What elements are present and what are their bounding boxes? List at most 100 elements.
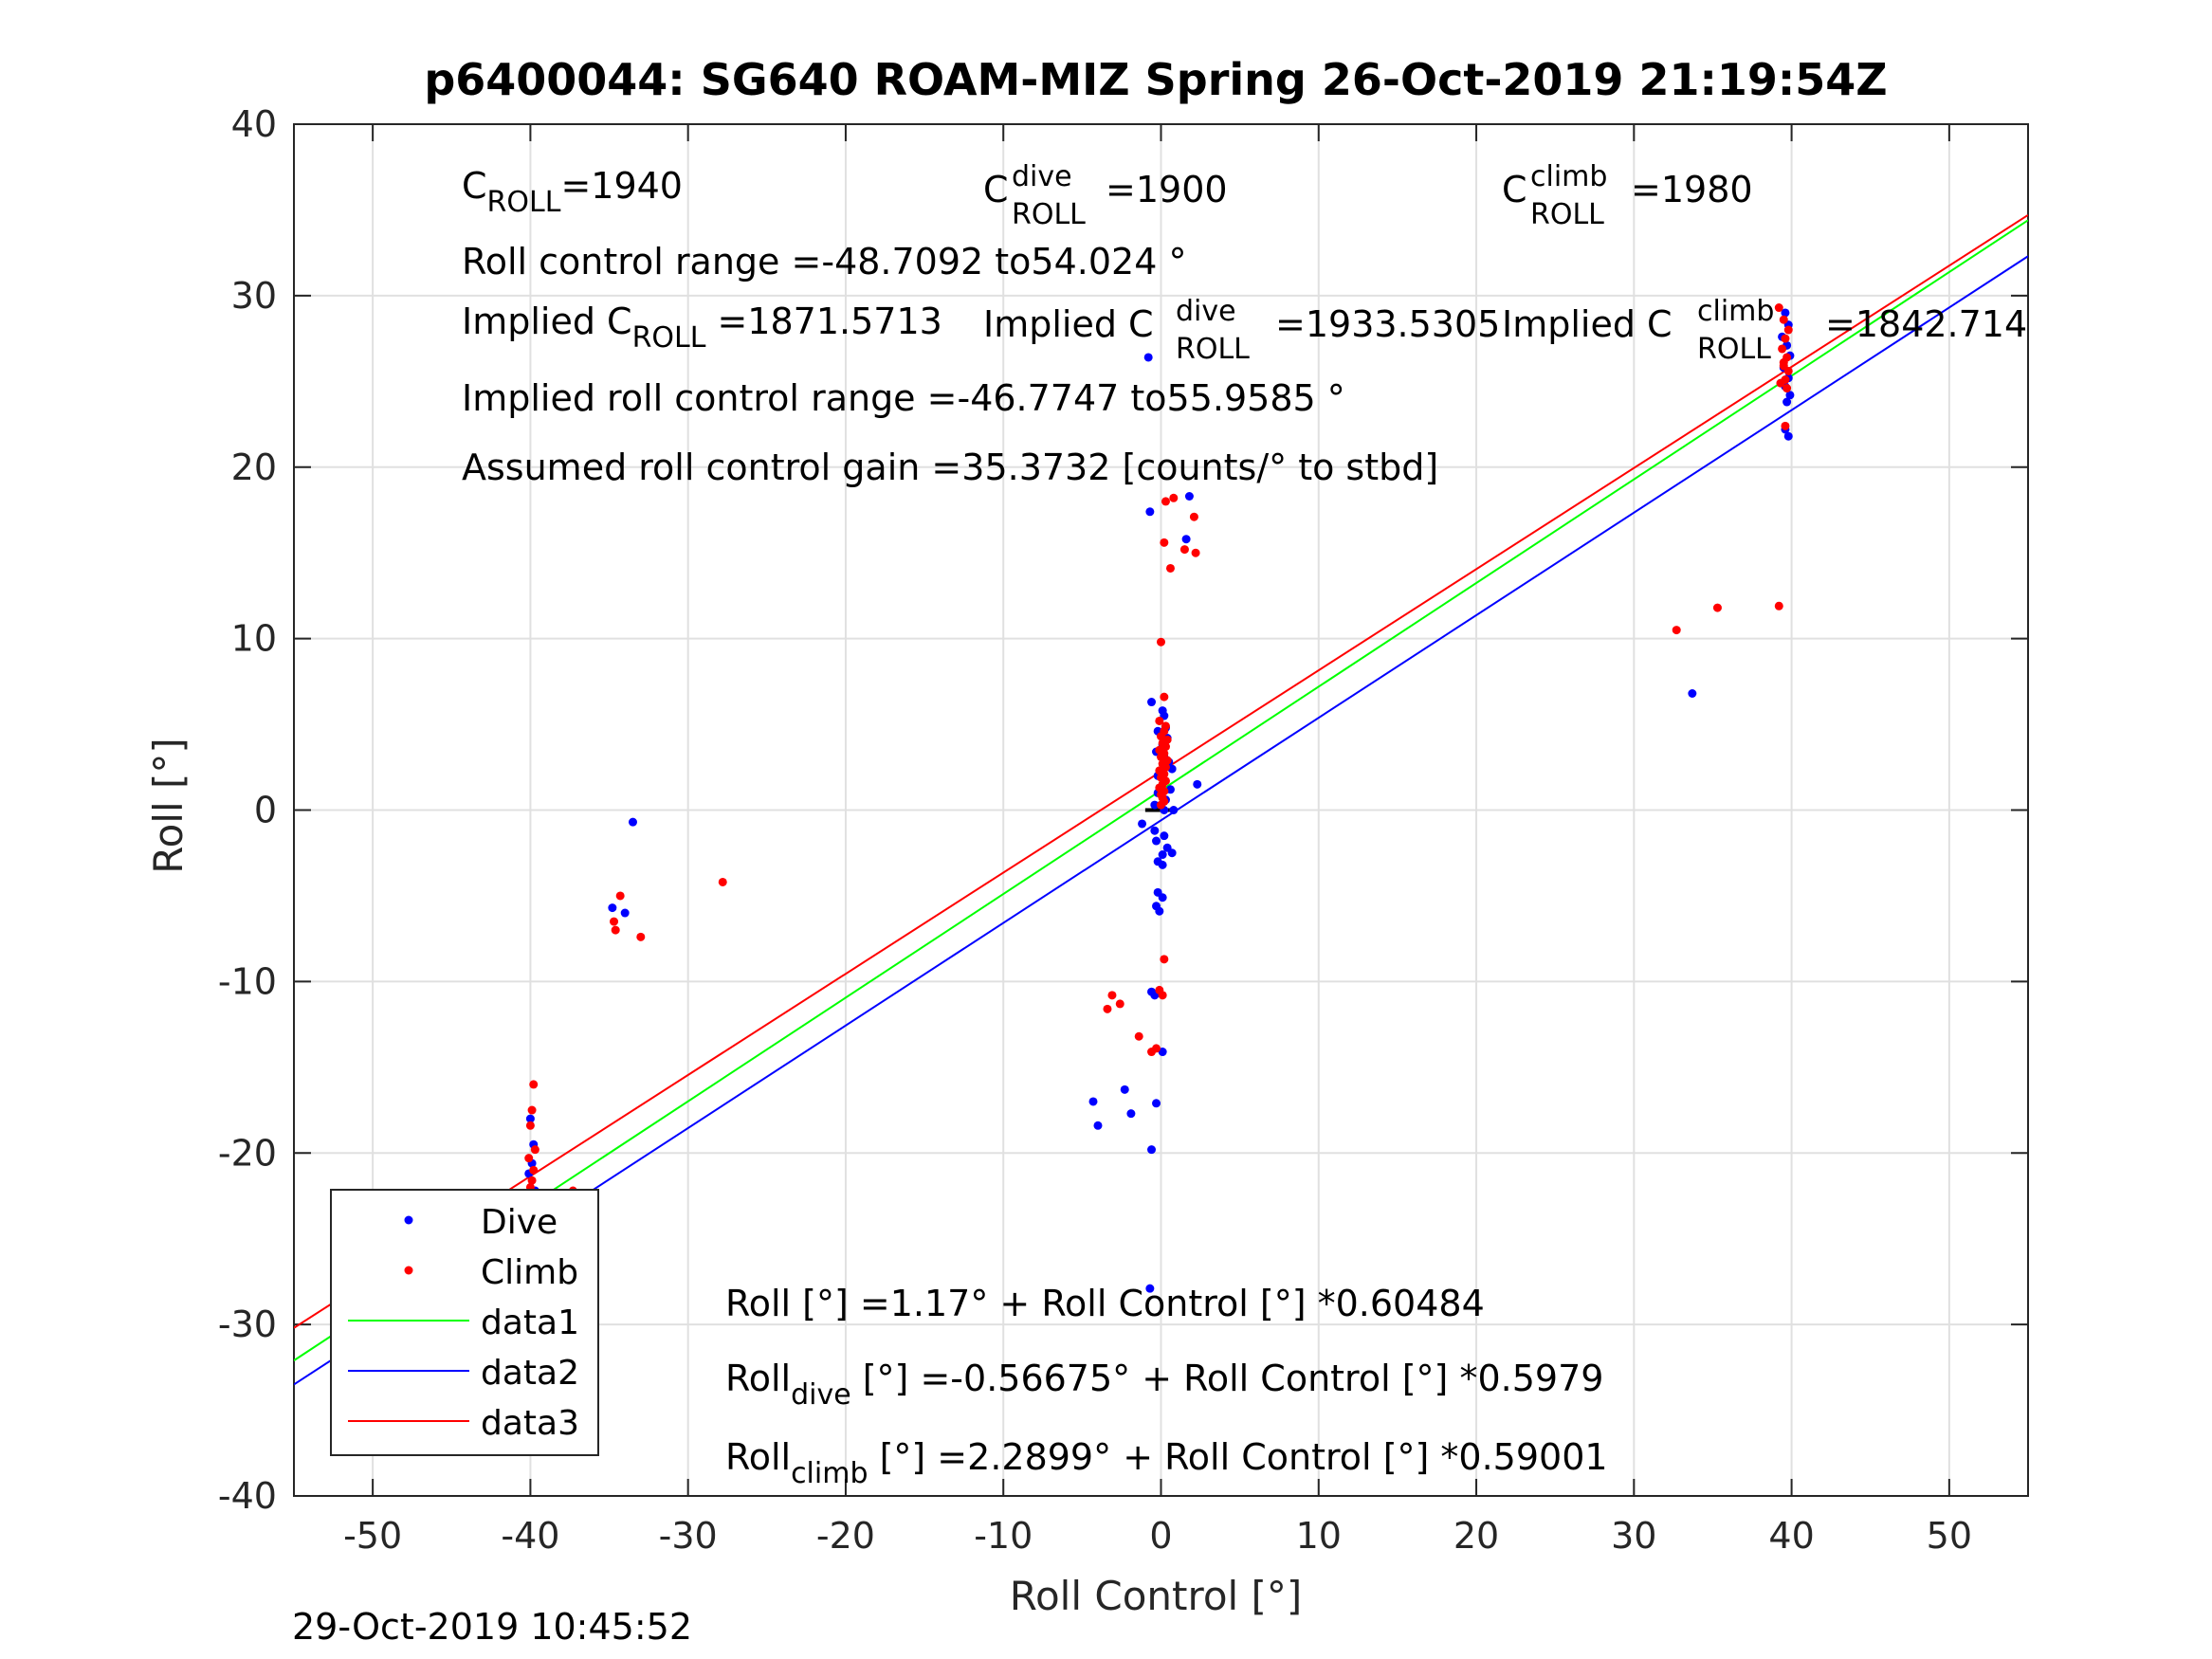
dive-point: [1781, 308, 1790, 318]
climb-point: [525, 1121, 535, 1130]
x-tick-label: -10: [974, 1515, 1033, 1557]
x-tick-label: -50: [343, 1515, 402, 1557]
climb-point: [636, 932, 646, 941]
y-tick-label: -20: [218, 1132, 277, 1174]
climb-point: [1783, 366, 1793, 375]
dive-point: [1158, 850, 1167, 860]
dive-point: [1152, 836, 1161, 846]
x-tick-label: 30: [1611, 1515, 1656, 1557]
dive-point: [1150, 826, 1160, 835]
dive-point: [525, 1114, 535, 1123]
dive-point: [628, 817, 637, 827]
implied-c-roll-dive-sub: ROLL: [1176, 333, 1250, 366]
climb-point: [527, 1176, 537, 1185]
legend-marker-dive: [404, 1215, 413, 1225]
fit-dive-equation: Rolldive [°] =-0.56675° + Roll Control […: [725, 1358, 1603, 1412]
fit-climb-equation: Rollclimb [°] =2.2899° + Roll Control [°…: [725, 1436, 1608, 1490]
climb-point: [1161, 497, 1170, 506]
climb-point: [1179, 545, 1189, 555]
legend-label-data2: data2: [481, 1354, 579, 1393]
dive-point: [1169, 806, 1179, 814]
implied-c-roll-climb: Implied C: [1502, 303, 1673, 345]
climb-point: [1158, 991, 1167, 1000]
climb-point: [610, 917, 619, 926]
legend-label-data1: data1: [481, 1304, 579, 1342]
c-roll-dive-value: =1900: [1106, 169, 1228, 210]
dive-point: [1167, 848, 1177, 858]
dive-point: [1126, 1109, 1136, 1119]
dive-point: [1145, 1284, 1155, 1293]
climb-point: [1169, 493, 1179, 502]
implied-c-roll-dive-sup: dive: [1176, 295, 1236, 328]
climb-point: [1103, 1004, 1112, 1013]
climb-point: [1115, 999, 1124, 1009]
climb-point: [1781, 334, 1790, 343]
x-tick-label: -40: [501, 1515, 559, 1557]
c-roll-dive-sup: dive: [1012, 160, 1072, 193]
c-roll-climb-sub: ROLL: [1530, 198, 1604, 231]
dive-point: [1160, 831, 1169, 841]
dive-point: [1150, 800, 1160, 810]
climb-point: [1155, 716, 1164, 725]
x-tick-label: 40: [1768, 1515, 1814, 1557]
climb-point: [527, 1105, 537, 1115]
dive-point: [1155, 906, 1164, 916]
climb-point: [1165, 563, 1175, 573]
dive-point: [1093, 1121, 1103, 1130]
x-tick-label: -20: [816, 1515, 875, 1557]
climb-point: [1161, 762, 1170, 772]
c-roll-climb-value: =1980: [1631, 169, 1753, 210]
dive-point: [1158, 893, 1167, 902]
dive-point: [1147, 1145, 1157, 1155]
climb-point: [1782, 384, 1792, 393]
y-tick-label: 40: [231, 103, 277, 145]
climb-point: [1778, 344, 1787, 354]
climb-point: [1152, 1044, 1161, 1053]
dive-point: [1145, 507, 1155, 517]
y-tick-label: -40: [218, 1475, 277, 1517]
footer-timestamp: 29-Oct-2019 10:45:52: [292, 1606, 692, 1648]
x-tick-label: 50: [1927, 1515, 1972, 1557]
x-axis-label: Roll Control [°]: [1010, 1573, 1303, 1619]
dive-point: [1688, 689, 1697, 699]
climb-point: [1157, 800, 1165, 810]
climb-point: [1191, 548, 1200, 557]
legend-marker-climb: [404, 1266, 413, 1275]
implied-roll-control-range: Implied roll control range =-46.7747 to5…: [462, 377, 1345, 419]
climb-point: [1107, 991, 1117, 1000]
climb-point: [1776, 378, 1785, 388]
legend: Dive Climb data1 data2 data3: [330, 1189, 599, 1456]
climb-point: [1774, 303, 1783, 313]
dive-point: [1120, 1085, 1129, 1094]
assumed-roll-control-gain: Assumed roll control gain =35.3732 [coun…: [462, 447, 1438, 488]
climb-point: [611, 925, 620, 935]
dive-point: [1138, 819, 1147, 829]
climb-point: [1774, 601, 1783, 611]
climb-point: [530, 1145, 539, 1155]
dive-point: [620, 908, 630, 918]
dive-point: [1782, 397, 1792, 407]
climb-point: [1783, 325, 1793, 335]
dive-point: [1783, 431, 1793, 441]
dive-point: [1193, 779, 1202, 789]
y-tick-label: 30: [231, 275, 277, 317]
y-tick-label: -10: [218, 960, 277, 1002]
y-tick-label: 0: [254, 790, 277, 831]
climb-point: [1189, 512, 1198, 521]
annotations: CROLL=1940 C dive ROLL =1900 C climb ROL…: [462, 160, 2027, 1490]
climb-point: [718, 877, 727, 886]
y-axis-label: Roll [°]: [145, 738, 192, 873]
climb-point: [529, 1165, 539, 1175]
climb-point: [524, 1154, 534, 1163]
climb-point: [1134, 1031, 1143, 1041]
dive-point: [1152, 1099, 1161, 1108]
dive-point: [608, 903, 617, 913]
climb-point: [1160, 692, 1169, 702]
implied-c-roll-climb-sub: ROLL: [1697, 333, 1771, 366]
c-roll-dive-annotation: C: [983, 169, 1009, 210]
legend-label-data3: data3: [481, 1404, 579, 1443]
legend-label-climb: Climb: [481, 1253, 578, 1292]
legend-label-dive: Dive: [481, 1203, 558, 1242]
climb-point: [1157, 637, 1165, 647]
